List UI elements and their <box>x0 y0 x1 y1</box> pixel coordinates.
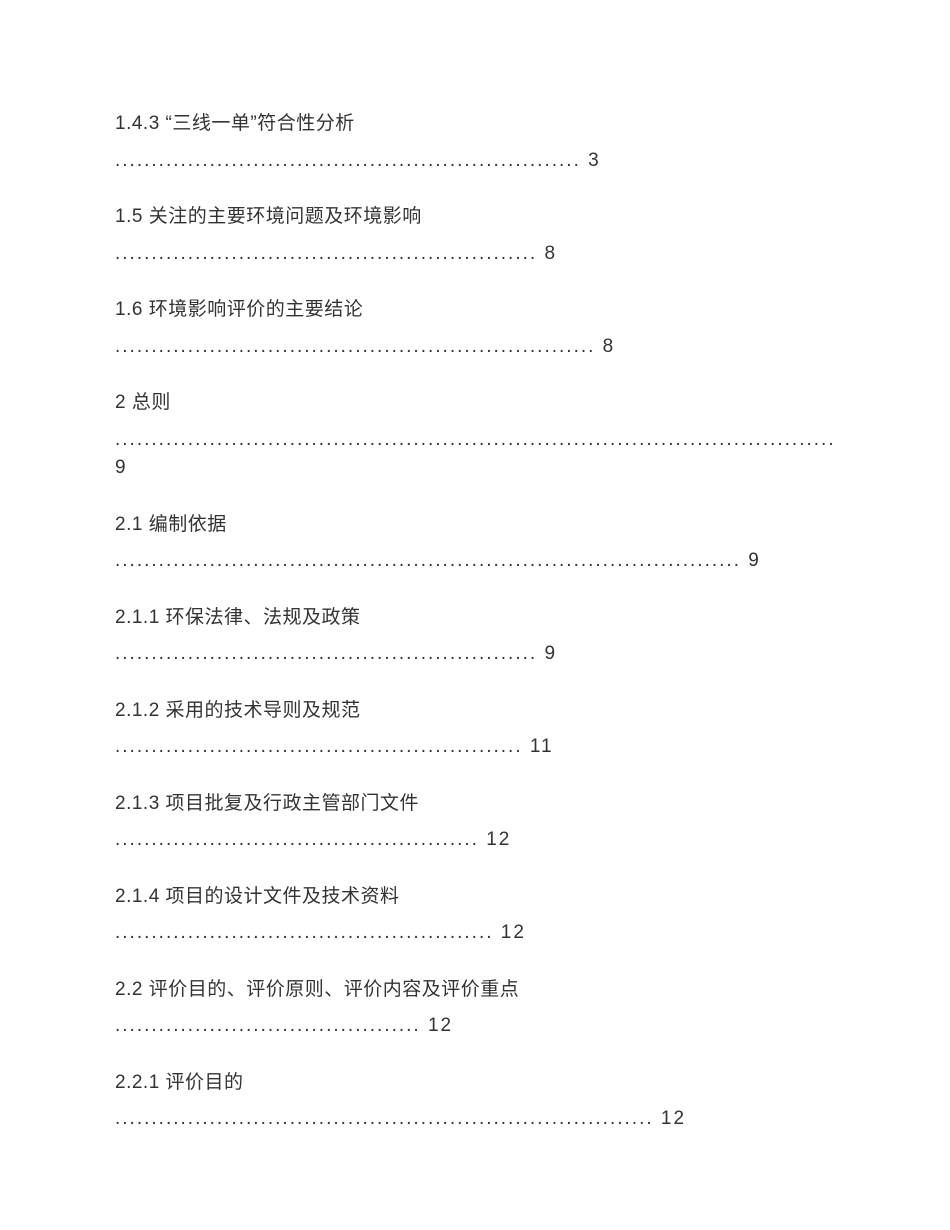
toc-entry-title: 2.1 编制依据 <box>115 511 835 540</box>
toc-entry-title: 1.4.3 “三线一单”符合性分析 <box>115 110 835 139</box>
toc-entry: 2.1.1 环保法律、法规及政策........................… <box>115 604 835 669</box>
toc-entry-dots: ........................................… <box>115 333 835 362</box>
toc-entry-dots: ........................................… <box>115 919 835 948</box>
toc-entry-dots: ........................................… <box>115 826 835 855</box>
toc-entry-dots: ........................................… <box>115 1012 835 1041</box>
toc-entry-title: 2.1.1 环保法律、法规及政策 <box>115 604 835 633</box>
toc-entry-title: 1.5 关注的主要环境问题及环境影响 <box>115 203 835 232</box>
toc-entry: 2.1.4 项目的设计文件及技术资料......................… <box>115 883 835 948</box>
toc-entry-dots: ........................................… <box>115 547 835 576</box>
toc-entry: 1.6 环境影响评价的主要结论.........................… <box>115 296 835 361</box>
toc-entry-title: 2.1.4 项目的设计文件及技术资料 <box>115 883 835 912</box>
toc-entry: 2.1.2 采用的技术导则及规范........................… <box>115 697 835 762</box>
toc-entry-title: 2.1.2 采用的技术导则及规范 <box>115 697 835 726</box>
toc-entry-dots: ........................................… <box>115 240 835 269</box>
toc-entry-dots: ........................................… <box>115 147 835 176</box>
toc-entry: 1.4.3 “三线一单”符合性分析.......................… <box>115 110 835 175</box>
toc-entry: 2.1.3 项目批复及行政主管部门文件.....................… <box>115 790 835 855</box>
toc-entry-dots: ........................................… <box>115 1105 835 1134</box>
toc-entry-title: 2.2.1 评价目的 <box>115 1069 835 1098</box>
toc-entry: 2 总则....................................… <box>115 389 835 483</box>
toc-entry-title: 2.1.3 项目批复及行政主管部门文件 <box>115 790 835 819</box>
toc-entry-dots: ........................................… <box>115 733 835 762</box>
toc-entry-dots: ........................................… <box>115 640 835 669</box>
toc-entry: 2.2.1 评价目的..............................… <box>115 1069 835 1134</box>
toc-entry: 2.2 评价目的、评价原则、评价内容及评价重点.................… <box>115 976 835 1041</box>
toc-entry: 1.5 关注的主要环境问题及环境影响......................… <box>115 203 835 268</box>
table-of-contents: 1.4.3 “三线一单”符合性分析.......................… <box>115 110 835 1134</box>
toc-entry-dots: ........................................… <box>115 426 835 483</box>
toc-entry: 2.1 编制依据................................… <box>115 511 835 576</box>
toc-entry-title: 1.6 环境影响评价的主要结论 <box>115 296 835 325</box>
toc-entry-title: 2.2 评价目的、评价原则、评价内容及评价重点 <box>115 976 835 1005</box>
toc-entry-title: 2 总则 <box>115 389 835 418</box>
